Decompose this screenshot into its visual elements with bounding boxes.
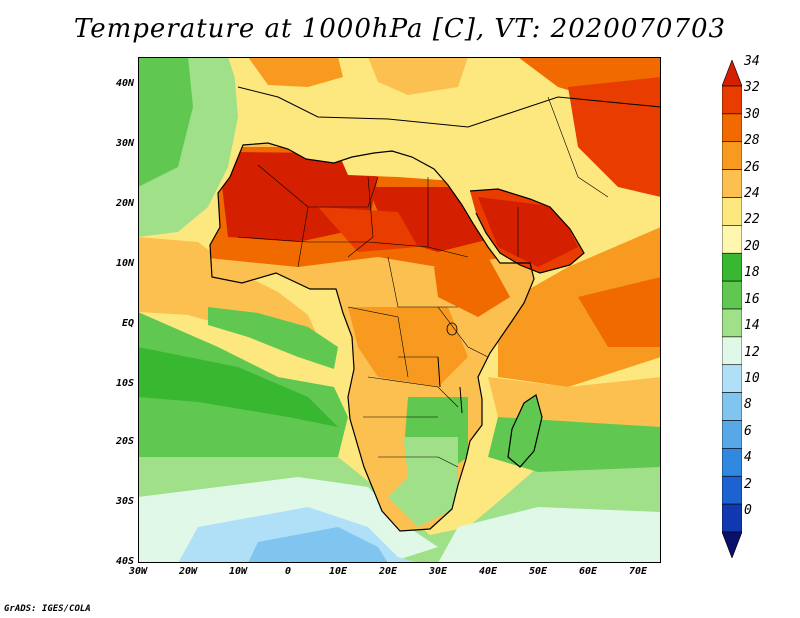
colorbar-label-28: 28 bbox=[744, 133, 760, 148]
colorbar-swatch-6 bbox=[722, 448, 742, 477]
colorbar-swatch-4 bbox=[722, 475, 742, 505]
south-atlantic-dark-green bbox=[138, 347, 338, 427]
colorbar-label-18: 18 bbox=[744, 265, 760, 280]
mediterranean-coastline bbox=[237, 86, 661, 128]
map-title: Temperature at 1000hPa [C], VT: 20200707… bbox=[73, 14, 727, 44]
colorbar-swatch-0 bbox=[722, 531, 742, 558]
lon-label-50e: 50E bbox=[528, 566, 548, 577]
lat-label-30n: 30N bbox=[115, 138, 134, 149]
africa-coastline bbox=[209, 142, 535, 532]
lat-label-30s: 30S bbox=[115, 496, 134, 507]
lon-label-70e: 70E bbox=[628, 566, 648, 577]
colorbar-label-8: 8 bbox=[744, 397, 752, 412]
southern-ocean-cold bbox=[248, 527, 388, 563]
madagascar bbox=[507, 394, 543, 468]
atlantic-north-cool bbox=[138, 57, 193, 187]
lat-label-40s: 40S bbox=[115, 556, 134, 567]
colorbar-swatch-14 bbox=[722, 336, 742, 366]
colorbar-label-22: 22 bbox=[744, 212, 760, 227]
colorbar-label-0: 0 bbox=[744, 503, 752, 518]
iberia-warm bbox=[248, 57, 343, 87]
country-borders bbox=[237, 96, 609, 468]
lat-label-10s: 10S bbox=[115, 378, 134, 389]
colorbar-swatch-18 bbox=[722, 280, 742, 310]
indian-ocean-pale bbox=[438, 507, 661, 563]
colorbar-swatch-24 bbox=[722, 197, 742, 226]
lake-victoria bbox=[446, 322, 458, 336]
colorbar-label-30: 30 bbox=[744, 107, 760, 122]
lon-label-20w: 20W bbox=[178, 566, 198, 577]
lon-label-30w: 30W bbox=[128, 566, 148, 577]
east-africa-warm bbox=[434, 257, 510, 317]
colorbar-label-20: 20 bbox=[744, 239, 760, 254]
lake-tanganyika bbox=[437, 356, 441, 388]
colorbar-label-10: 10 bbox=[744, 371, 760, 386]
colorbar-swatch-8 bbox=[722, 420, 742, 449]
colorbar-swatch-12 bbox=[722, 364, 742, 393]
colorbar-swatch-10 bbox=[722, 392, 742, 421]
lat-label-20s: 20S bbox=[115, 436, 134, 447]
colorbar-swatch-26 bbox=[722, 169, 742, 198]
lake-malawi bbox=[459, 386, 463, 414]
colorbar-label-6: 6 bbox=[744, 424, 752, 439]
arabian-sea-warm bbox=[578, 277, 661, 347]
central-africa-warm bbox=[348, 307, 468, 387]
lon-label-10w: 10W bbox=[228, 566, 248, 577]
colorbar-swatch-20 bbox=[722, 252, 742, 282]
colorbar-swatch-16 bbox=[722, 308, 742, 338]
colorbar-swatch-22 bbox=[722, 225, 742, 254]
colorbar-swatch-28 bbox=[722, 141, 742, 170]
guinea-green-patch bbox=[208, 307, 338, 369]
arabia-hot bbox=[478, 197, 578, 267]
lon-label-0: 0 bbox=[284, 566, 292, 577]
colorbar-swatch-30 bbox=[722, 113, 742, 143]
colorbar-label-4: 4 bbox=[744, 450, 752, 465]
lon-label-30e: 30E bbox=[428, 566, 448, 577]
lat-label-40n: 40N bbox=[115, 78, 134, 89]
colorbar-label-24: 24 bbox=[744, 186, 760, 201]
iran-hot bbox=[568, 77, 661, 197]
temperature-map bbox=[138, 57, 661, 563]
colorbar-label-14: 14 bbox=[744, 318, 760, 333]
colorbar-swatch-2 bbox=[722, 503, 742, 533]
arabia-coastline bbox=[469, 188, 585, 274]
grads-credit: GrADS: IGES/COLA bbox=[4, 604, 91, 614]
colorbar-label-26: 26 bbox=[744, 160, 760, 175]
colorbar-swatch-34 bbox=[722, 60, 742, 87]
colorbar-label-2: 2 bbox=[744, 477, 752, 492]
colorbar bbox=[722, 60, 742, 558]
colorbar-label-32: 32 bbox=[744, 80, 760, 95]
colorbar-label-12: 12 bbox=[744, 345, 760, 360]
lon-label-10e: 10E bbox=[328, 566, 348, 577]
colorbar-swatch-32 bbox=[722, 85, 742, 115]
colorbar-label-16: 16 bbox=[744, 292, 760, 307]
chad-hot bbox=[318, 207, 418, 252]
lon-label-60e: 60E bbox=[578, 566, 598, 577]
italy-balkans bbox=[368, 57, 468, 95]
lon-label-20e: 20E bbox=[378, 566, 398, 577]
lat-label-10n: 10N bbox=[115, 258, 134, 269]
lon-label-40e: 40E bbox=[478, 566, 498, 577]
map-frame bbox=[138, 57, 661, 563]
lat-label-eq: EQ bbox=[121, 318, 134, 329]
colorbar-label-34: 34 bbox=[744, 54, 760, 69]
map-panel bbox=[138, 57, 661, 563]
lat-label-20n: 20N bbox=[115, 198, 134, 209]
